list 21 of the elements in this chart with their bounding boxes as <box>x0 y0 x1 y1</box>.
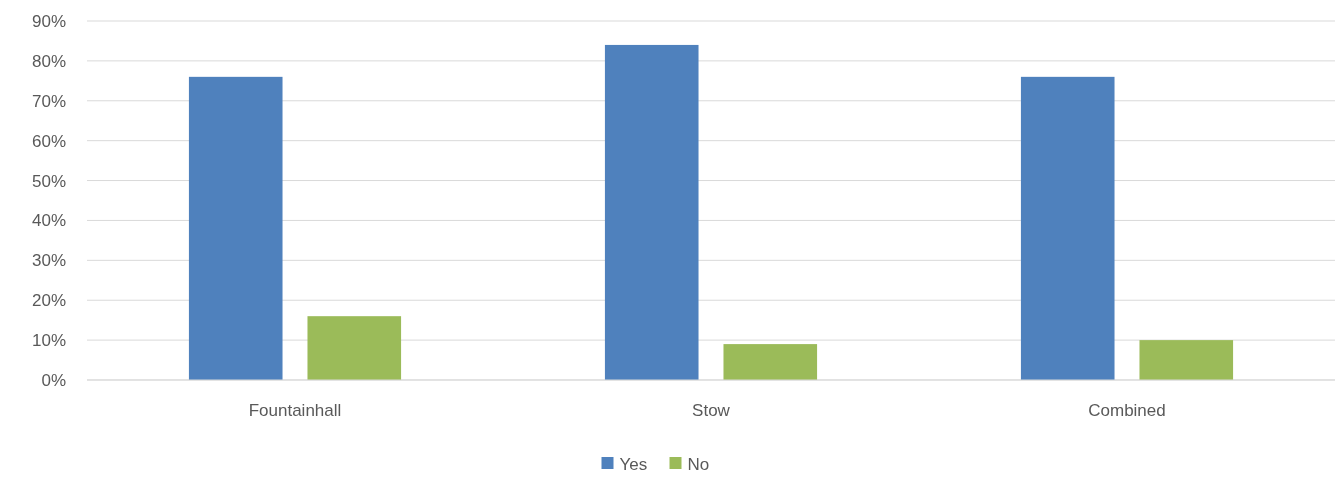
y-tick-label: 80% <box>31 51 66 71</box>
bar <box>723 344 818 380</box>
x-tick-label: Combined <box>1088 401 1166 420</box>
y-tick-label: 0% <box>41 370 66 390</box>
y-tick-label: 70% <box>31 91 66 111</box>
y-tick-label: 30% <box>31 251 66 271</box>
y-tick-label: 20% <box>31 291 66 311</box>
y-tick-label: 60% <box>31 131 66 151</box>
y-tick-label: 90% <box>31 11 66 31</box>
y-tick-label: 40% <box>31 211 66 231</box>
bar <box>307 316 402 380</box>
bar <box>1139 340 1234 380</box>
legend-label: Yes <box>619 454 648 474</box>
y-tick-label: 50% <box>31 171 66 191</box>
x-tick-label: Fountainhall <box>248 401 342 420</box>
legend-label: No <box>687 454 710 474</box>
bar <box>604 44 699 380</box>
bar <box>188 76 283 380</box>
x-tick-label: Stow <box>692 401 731 420</box>
bar <box>1020 76 1115 380</box>
y-tick-label: 10% <box>31 331 66 351</box>
